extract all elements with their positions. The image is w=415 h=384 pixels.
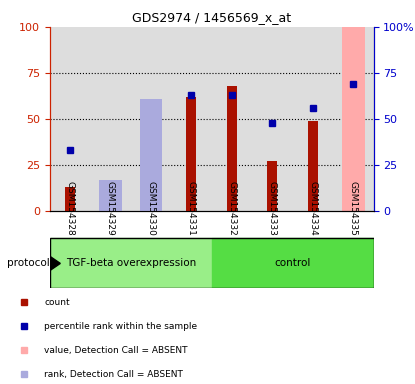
- Bar: [333, 27, 374, 211]
- Bar: [131, 27, 171, 211]
- Bar: [99, 180, 122, 211]
- FancyArrow shape: [50, 257, 60, 270]
- Text: GSM154330: GSM154330: [146, 181, 156, 236]
- Text: protocol: protocol: [7, 258, 50, 268]
- Bar: [50, 27, 90, 211]
- Bar: [212, 238, 374, 288]
- Bar: [139, 103, 162, 211]
- Bar: [99, 202, 122, 211]
- Bar: [342, 27, 365, 211]
- Text: TGF-beta overexpression: TGF-beta overexpression: [66, 258, 196, 268]
- Text: control: control: [274, 258, 311, 268]
- Bar: [50, 238, 212, 288]
- Text: GSM154334: GSM154334: [308, 181, 317, 236]
- Bar: [171, 27, 212, 211]
- Text: GSM154332: GSM154332: [227, 181, 237, 236]
- Bar: [267, 161, 277, 211]
- Bar: [139, 99, 162, 211]
- Text: rank, Detection Call = ABSENT: rank, Detection Call = ABSENT: [44, 370, 183, 379]
- Text: GSM154331: GSM154331: [187, 181, 196, 236]
- Text: GSM154333: GSM154333: [268, 181, 277, 236]
- Bar: [212, 27, 252, 211]
- Bar: [252, 27, 293, 211]
- Bar: [293, 27, 333, 211]
- Title: GDS2974 / 1456569_x_at: GDS2974 / 1456569_x_at: [132, 11, 291, 24]
- Bar: [65, 187, 75, 211]
- Text: count: count: [44, 298, 70, 307]
- Text: value, Detection Call = ABSENT: value, Detection Call = ABSENT: [44, 346, 188, 355]
- Bar: [186, 97, 196, 211]
- Bar: [308, 121, 318, 211]
- Text: GSM154335: GSM154335: [349, 181, 358, 236]
- Bar: [227, 86, 237, 211]
- Text: GSM154328: GSM154328: [66, 181, 75, 236]
- Text: GSM154329: GSM154329: [106, 181, 115, 236]
- Bar: [90, 27, 131, 211]
- Text: percentile rank within the sample: percentile rank within the sample: [44, 322, 197, 331]
